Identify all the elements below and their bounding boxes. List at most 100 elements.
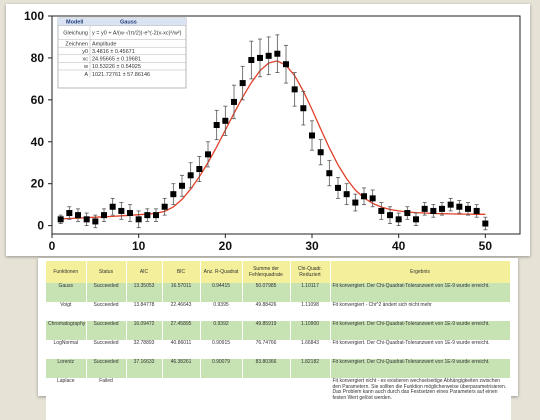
data-point xyxy=(109,203,116,210)
cell-adj-r-square: 0.90079 xyxy=(200,359,243,378)
data-point xyxy=(127,210,133,217)
cell-bic: 16.57011 xyxy=(162,283,201,302)
cell-status: Failed xyxy=(86,378,127,420)
data-point xyxy=(187,172,194,179)
data-point xyxy=(274,50,281,57)
data-point xyxy=(309,132,315,139)
y-tick-label: 80 xyxy=(31,51,45,65)
cell-function: Lorentz xyxy=(46,359,87,378)
data-point xyxy=(231,98,237,105)
cell-sum-squares xyxy=(242,378,291,420)
cell-reduced-chi-square: 1.10900 xyxy=(290,321,331,340)
table-row: Gauss Succeeded 13.35053 16.57011 0.9441… xyxy=(46,283,511,302)
data-point xyxy=(222,117,229,124)
legend-param-value: 24.95665 ± 0.19681 xyxy=(92,57,141,63)
data-point xyxy=(352,199,359,206)
y-tick-label: 0 xyxy=(37,219,44,233)
x-tick-label: 20 xyxy=(219,239,233,253)
data-point xyxy=(335,184,341,191)
data-point xyxy=(265,52,272,59)
cell-adj-r-square: 0.9392 xyxy=(200,321,243,340)
cell-status: Succeeded xyxy=(86,302,127,321)
cell-status: Succeeded xyxy=(86,359,127,378)
cell-result: Fit konvergiert - Chi^2 ändert sich nich… xyxy=(330,302,511,321)
legend-param-name: A xyxy=(84,72,88,78)
header-functions: Funktionen xyxy=(46,261,87,283)
legend-param-name: xc xyxy=(83,57,89,63)
cell-status: Succeeded xyxy=(86,321,127,340)
cell-aic: 32.78893 xyxy=(126,340,163,359)
cell-reduced-chi-square: 1.66843 xyxy=(290,340,331,359)
cell-bic: 46.38261 xyxy=(162,359,201,378)
cell-function: Voigt xyxy=(46,302,87,321)
data-point xyxy=(153,212,159,219)
data-point xyxy=(179,182,185,189)
table-row: Laplace Failed Fit konvergiert nicht - e… xyxy=(46,378,511,420)
data-point xyxy=(57,216,64,223)
chart-panel: 0 10 20 30 40 50 0 20 40 60 80 100 Modell Gauss Gleic… xyxy=(6,4,530,256)
data-point xyxy=(439,205,445,212)
legend-param-value: 3.4816 ± 0.45671 xyxy=(92,49,135,55)
cell-sum-squares: 49.85919 xyxy=(242,321,291,340)
cell-result: Fit konvergiert. Der Chi-Quadrat-Toleran… xyxy=(330,283,511,302)
cell-sum-squares: 49.88426 xyxy=(242,302,291,321)
data-point xyxy=(404,210,411,217)
header-sum-squares: Summe der Fehlerquadrate xyxy=(242,261,291,283)
cell-reduced-chi-square: 1.10117 xyxy=(290,283,331,302)
y-tick-label: 100 xyxy=(24,9,44,23)
cell-result: Fit konvergiert. Der Chi-Quadrat-Toleran… xyxy=(330,359,511,378)
data-point xyxy=(213,122,220,128)
data-point xyxy=(239,80,246,87)
data-point xyxy=(300,105,307,112)
header-status: Status xyxy=(86,261,127,283)
y-tick-label: 40 xyxy=(31,135,45,149)
header-result: Ergebnis xyxy=(330,261,511,283)
data-point xyxy=(144,212,151,219)
cell-adj-r-square xyxy=(200,378,243,420)
cell-bic: 40.86011 xyxy=(162,340,201,359)
cell-reduced-chi-square: 1.11098 xyxy=(290,302,331,321)
cell-sum-squares: 50.07985 xyxy=(242,283,291,302)
y-tick-label: 60 xyxy=(31,93,45,107)
cell-result: Fit konvergiert. Der Chi-Quadrat-Toleran… xyxy=(330,340,511,359)
cell-status: Succeeded xyxy=(86,340,127,359)
gauss-fit-chart: 0 10 20 30 40 50 0 20 40 60 80 100 Modell Gauss Gleic… xyxy=(24,9,521,253)
cell-adj-r-square: 0.90915 xyxy=(200,340,243,359)
legend-param-name: Zeichnen xyxy=(65,41,88,47)
data-point xyxy=(430,207,437,214)
data-point xyxy=(326,170,333,177)
table-panel: Funktionen Status AIC BIC Anz. R-Quadrat… xyxy=(38,258,518,420)
legend-header-gauss: Gauss xyxy=(120,20,137,26)
table-row: LogNormal Succeeded 32.78893 40.86011 0.… xyxy=(46,340,511,359)
cell-sum-squares: 83.80366 xyxy=(242,359,291,378)
legend-param-value: 1021.72761 ± 57.86146 xyxy=(92,72,150,78)
x-tick-label: 0 xyxy=(49,239,56,253)
cell-adj-r-square: 0.94415 xyxy=(200,283,243,302)
data-point xyxy=(291,86,298,93)
cell-reduced-chi-square xyxy=(290,378,331,420)
legend-background xyxy=(57,17,187,89)
data-point xyxy=(421,205,428,212)
data-point xyxy=(83,216,90,223)
table-header-row: Funktionen Status AIC BIC Anz. R-Quadrat… xyxy=(46,261,511,283)
table-row: Lorentz Succeeded 37.16633 46.38261 0.90… xyxy=(46,359,511,378)
x-tick-label: 10 xyxy=(132,239,146,253)
cell-sum-squares: 76.74766 xyxy=(242,340,291,359)
cell-bic: 27.45895 xyxy=(162,321,201,340)
x-tick-label: 50 xyxy=(479,239,493,253)
data-point xyxy=(205,151,211,158)
cell-function: Gauss xyxy=(46,283,87,302)
data-point xyxy=(343,191,350,198)
data-point xyxy=(257,54,263,61)
data-point xyxy=(482,220,489,227)
legend-param-name: Gleichung xyxy=(63,31,88,37)
data-point xyxy=(378,207,385,214)
data-point xyxy=(101,212,107,219)
data-point xyxy=(92,218,99,225)
data-point xyxy=(447,201,454,208)
data-point xyxy=(395,216,402,223)
cell-reduced-chi-square: 1.82182 xyxy=(290,359,331,378)
legend-param-value: 10.53226 ± 0.54925 xyxy=(92,64,141,70)
cell-function: Laplace xyxy=(46,378,87,420)
data-point xyxy=(361,193,367,200)
